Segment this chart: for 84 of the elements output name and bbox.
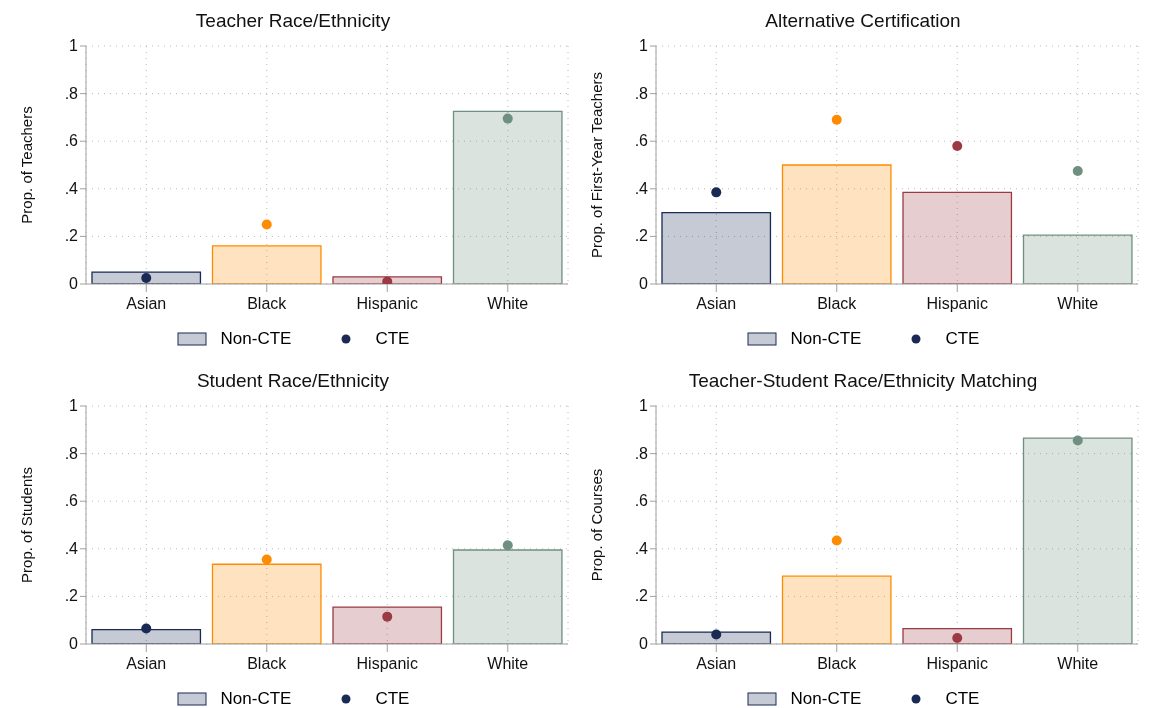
chart-title: Alternative Certification [764,9,962,33]
y-tick-label: .6 [64,492,79,510]
x-tick-label: White [487,655,529,673]
chart-title: Teacher Race/Ethnicity [194,9,392,33]
y-tick-label: .4 [64,539,79,557]
y-tick-label: .2 [64,227,79,245]
point [831,535,842,546]
x-tick-label: Hispanic [356,655,418,673]
x-tick-label: Black [247,295,288,313]
y-tick-label: 1 [639,37,649,54]
y-tick-label: .8 [64,84,79,102]
point [382,611,393,622]
legend-label: Non-CTE [790,329,862,349]
y-tick-label: 1 [639,397,649,414]
point [831,114,842,125]
chart-title: Teacher-Student Race/Ethnicity Matching [687,369,1039,393]
y-axis-title: Prop. of Courses [588,468,606,582]
chart-title: Student Race/Ethnicity [195,369,391,393]
point [141,623,152,634]
point [1072,435,1083,446]
legend-label: CTE [375,329,410,349]
bar [661,631,772,644]
y-axis-title: Prop. of Teachers [18,106,36,224]
x-tick-label: White [1057,655,1099,673]
y-tick-label: 0 [639,275,649,292]
y-tick-label: .4 [634,539,649,557]
y-tick-label: .4 [64,179,79,197]
legend-label: Non-CTE [220,329,292,349]
bar [902,191,1013,284]
point [711,187,722,198]
y-tick-label: .8 [634,84,649,102]
y-tick-label: 0 [69,275,79,292]
y-tick-label: .2 [634,587,649,605]
legend-label: CTE [945,329,980,349]
x-tick-label: Hispanic [926,295,988,313]
y-tick-label: .2 [634,227,649,245]
x-tick-label: White [487,295,529,313]
x-tick-label: White [1057,295,1099,313]
point [1072,165,1083,176]
y-tick-label: .4 [634,179,649,197]
bar [211,245,322,284]
legend-label: CTE [375,689,410,708]
y-tick-label: 0 [69,635,79,652]
point [261,219,272,230]
bar [902,627,1013,644]
x-tick-label: Asian [696,295,737,313]
x-tick-label: Asian [126,655,167,673]
y-tick-label: 0 [639,635,649,652]
point [952,140,963,151]
legend-label: Non-CTE [790,689,862,708]
y-tick-label: .2 [64,587,79,605]
point [952,633,963,644]
y-tick-label: .6 [634,132,649,150]
point [711,629,722,640]
bar [1022,437,1133,644]
bar [91,271,202,284]
y-axis-title: Prop. of Students [18,467,36,583]
point [261,554,272,565]
bar [781,575,892,644]
y-tick-label: .6 [64,132,79,150]
y-tick-label: 1 [69,37,79,54]
point [382,276,393,284]
bar [661,211,772,284]
y-tick-label: 1 [69,397,79,414]
x-tick-label: Hispanic [356,295,418,313]
x-tick-label: Asian [126,295,167,313]
x-tick-label: Asian [696,655,737,673]
bar [332,606,443,644]
bar [781,164,892,284]
legend-label: Non-CTE [220,689,292,708]
point [141,273,152,284]
bar [1022,234,1133,284]
y-tick-label: .8 [64,444,79,462]
y-tick-label: .6 [634,492,649,510]
x-tick-label: Hispanic [926,655,988,673]
legend-label: CTE [945,689,980,708]
bar [452,110,563,284]
point [502,113,513,124]
point [502,540,513,551]
x-tick-label: Black [817,655,858,673]
x-tick-label: Black [247,655,288,673]
y-tick-label: .8 [634,444,649,462]
x-tick-label: Black [817,295,858,313]
y-axis-title: Prop. of First-Year Teachers [588,72,606,258]
